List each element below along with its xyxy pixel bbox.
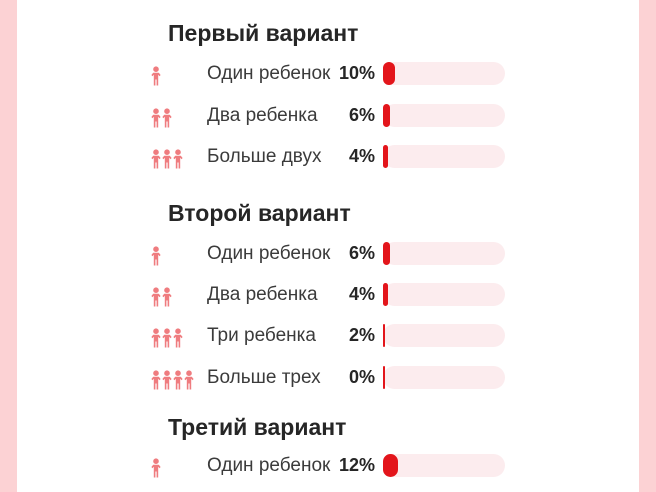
value-label: 10% [338, 63, 375, 83]
children-icon-group [151, 324, 183, 348]
bar-track [383, 145, 505, 168]
section-title: Третий вариант [168, 414, 347, 440]
value-label: 2% [348, 325, 375, 345]
bar-row: Два ребенка 4% [17, 280, 639, 310]
section-title: Второй вариант [168, 200, 351, 226]
category-label: Два ребенка [207, 284, 318, 305]
bar-track [383, 104, 505, 127]
child-figure-icon [151, 246, 161, 266]
category-label: Больше двух [207, 146, 322, 167]
child-figure-icon [151, 149, 161, 169]
child-figure-icon [162, 108, 172, 128]
child-figure-icon [173, 370, 183, 390]
value-label: 4% [348, 146, 375, 166]
category-label: Один ребенок [207, 243, 331, 264]
bar [383, 62, 396, 85]
children-icon-group [151, 104, 172, 128]
child-figure-icon [162, 287, 172, 307]
bar-track [383, 454, 505, 477]
child-figure-icon [151, 328, 161, 348]
bar-track [383, 62, 505, 85]
chart-card: Первый вариант Один ребенок 10% Два ребенка… [17, 0, 639, 492]
child-figure-icon [151, 287, 161, 307]
children-icon-group [151, 366, 194, 390]
children-icon-group [151, 145, 183, 169]
bar-row: Больше трех 0% [17, 363, 639, 393]
bar [383, 454, 398, 477]
bar-row: Один ребенок 6% [17, 239, 639, 269]
value-label: 12% [338, 455, 375, 475]
child-figure-icon [173, 149, 183, 169]
bar-track [383, 283, 505, 306]
child-figure-icon [162, 149, 172, 169]
bar-row: Три ребенка 2% [17, 321, 639, 351]
child-figure-icon [151, 66, 161, 86]
child-figure-icon [151, 108, 161, 128]
bar-row: Больше двух 4% [17, 142, 639, 172]
category-label: Три ребенка [207, 325, 316, 346]
child-figure-icon [162, 370, 172, 390]
bar-track [383, 242, 505, 265]
bar [383, 366, 385, 389]
bar [383, 324, 386, 347]
bar [383, 283, 388, 306]
category-label: Один ребенок [207, 455, 331, 476]
child-figure-icon [151, 458, 161, 478]
value-label: 4% [348, 284, 375, 304]
value-label: 6% [348, 105, 375, 125]
children-icon-group [151, 242, 161, 266]
bar [383, 145, 388, 168]
child-figure-icon [162, 328, 172, 348]
bar [383, 104, 391, 127]
bar-row: Один ребенок 10% [17, 59, 639, 89]
child-figure-icon [184, 370, 194, 390]
bar-row: Один ребенок 12% [17, 451, 639, 481]
value-label: 0% [348, 367, 375, 387]
children-icon-group [151, 62, 161, 86]
bar-track [383, 366, 505, 389]
category-label: Два ребенка [207, 105, 318, 126]
category-label: Один ребенок [207, 63, 331, 84]
child-figure-icon [173, 328, 183, 348]
bar [383, 242, 391, 265]
bar-track [383, 324, 505, 347]
child-figure-icon [151, 370, 161, 390]
section-title: Первый вариант [168, 20, 359, 46]
bar-row: Два ребенка 6% [17, 101, 639, 131]
category-label: Больше трех [207, 367, 321, 388]
value-label: 6% [348, 243, 375, 263]
children-icon-group [151, 454, 161, 478]
children-icon-group [151, 283, 172, 307]
